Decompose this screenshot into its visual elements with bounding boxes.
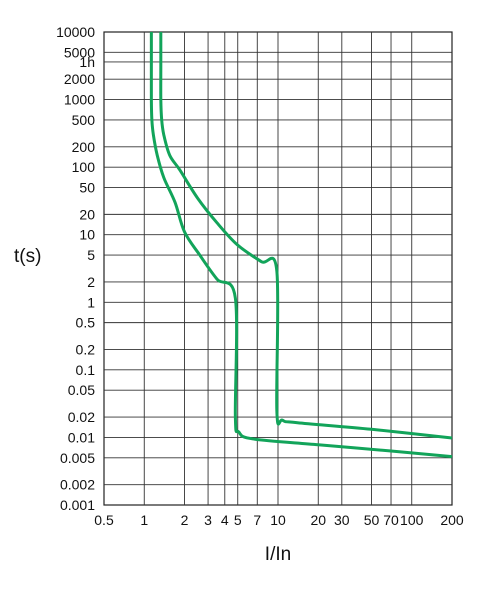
y-tick-label: 2 <box>87 274 95 290</box>
y-tick-label: 1h <box>79 54 95 70</box>
y-tick-label: 200 <box>72 139 96 155</box>
y-tick-label: 2000 <box>64 71 95 87</box>
y-tick-label: 1 <box>87 294 95 310</box>
x-tick-label: 1 <box>140 512 148 528</box>
x-tick-label: 70 <box>383 512 399 528</box>
x-tick-label: 5 <box>234 512 242 528</box>
y-tick-label: 1000 <box>64 92 95 108</box>
x-tick-label: 20 <box>310 512 326 528</box>
series-curve-1 <box>149 32 453 459</box>
y-tick-label: 0.005 <box>60 450 95 466</box>
y-tick-label: 10 <box>79 227 95 243</box>
y-tick-label: 20 <box>79 206 95 222</box>
y-tick-label: 100 <box>72 159 96 175</box>
x-tick-labels: 0.5 1 2 3 4 5 7 10 20 30 50 70 100 200 <box>94 512 464 528</box>
x-tick-label: 4 <box>221 512 229 528</box>
x-tick-label: 200 <box>440 512 464 528</box>
y-tick-label: 0.001 <box>60 497 95 513</box>
x-tick-label: 2 <box>181 512 189 528</box>
y-tick-label: 0.01 <box>68 429 95 445</box>
y-axis-title: t(s) <box>14 246 41 267</box>
x-tick-label: 3 <box>204 512 212 528</box>
series-layer <box>149 32 453 459</box>
x-tick-label: 10 <box>270 512 286 528</box>
x-tick-label: 100 <box>400 512 424 528</box>
y-tick-label: 0.05 <box>68 382 95 398</box>
y-tick-label: 10000 <box>56 24 95 40</box>
y-tick-label: 5 <box>87 247 95 263</box>
y-tick-label: 0.002 <box>60 477 95 493</box>
y-tick-label: 500 <box>72 112 96 128</box>
x-tick-label: 0.5 <box>94 512 114 528</box>
y-tick-label: 0.02 <box>68 409 95 425</box>
y-tick-label: 0.1 <box>76 362 96 378</box>
x-tick-label: 30 <box>334 512 350 528</box>
x-axis-title: I/In <box>265 544 291 565</box>
series-curve-2 <box>159 32 453 440</box>
y-tick-label: 0.2 <box>76 342 96 358</box>
x-tick-label: 50 <box>364 512 380 528</box>
y-tick-label: 5000 <box>64 44 95 60</box>
y-tick-label: 0.5 <box>76 315 96 331</box>
y-tick-label: 50 <box>79 179 95 195</box>
x-tick-label: 7 <box>253 512 261 528</box>
